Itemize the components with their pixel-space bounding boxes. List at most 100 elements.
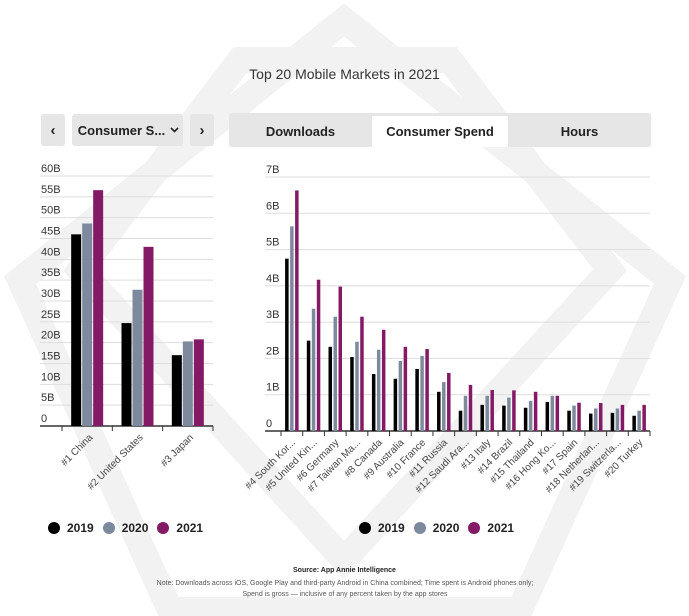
previous-button[interactable]: ‹ xyxy=(41,114,65,146)
right-bar-2021[interactable] xyxy=(360,316,364,431)
left-bar-2020[interactable] xyxy=(132,289,143,426)
left-y-tick-label: 40B xyxy=(41,246,61,258)
right-y-tick-label: 0 xyxy=(266,418,272,430)
legend-item-2021[interactable]: 2021 xyxy=(468,521,514,535)
right-bar-2021[interactable] xyxy=(403,346,408,431)
right-bar-2020[interactable] xyxy=(355,341,359,431)
right-bar-2020[interactable] xyxy=(528,400,533,431)
right-bar-2021[interactable] xyxy=(512,390,516,431)
metric-tabs: Downloads Consumer Spend Hours xyxy=(229,113,651,147)
right-bar-2021[interactable] xyxy=(620,404,625,431)
legend-dot-2021 xyxy=(157,522,170,534)
right-bar-2021[interactable] xyxy=(533,391,538,431)
right-bar-2019[interactable] xyxy=(393,378,398,431)
right-bar-2021[interactable] xyxy=(425,348,429,431)
right-bar-2020[interactable] xyxy=(637,410,641,431)
right-bar-2019[interactable] xyxy=(328,346,333,431)
right-bar-2021[interactable] xyxy=(555,395,560,431)
right-bar-2021[interactable] xyxy=(577,402,581,431)
left-bar-2021[interactable] xyxy=(143,246,154,426)
right-bar-2019[interactable] xyxy=(480,404,484,431)
legend-dot-2020 xyxy=(413,522,426,534)
right-bar-2021[interactable] xyxy=(316,279,321,431)
right-bar-2019[interactable] xyxy=(437,391,441,431)
left-bar-2020[interactable] xyxy=(82,223,93,427)
tab-consumer-spend[interactable]: Consumer Spend xyxy=(372,116,508,147)
right-bar-2019[interactable] xyxy=(415,368,419,431)
tab-hours[interactable]: Hours xyxy=(560,124,599,139)
tab-downloads[interactable]: Downloads xyxy=(265,124,336,139)
right-y-tick-label: 3B xyxy=(266,309,279,321)
next-button[interactable]: › xyxy=(190,114,214,146)
legend-item-2019[interactable]: 2019 xyxy=(359,521,405,535)
right-bar-2021[interactable] xyxy=(295,190,299,431)
left-bar-2021[interactable] xyxy=(193,339,204,426)
right-bar-2019[interactable] xyxy=(306,340,311,431)
right-y-tick-label: 6B xyxy=(266,200,279,212)
right-bar-2021[interactable] xyxy=(381,329,386,431)
right-bar-2020[interactable] xyxy=(311,308,316,431)
right-bar-2019[interactable] xyxy=(523,407,528,431)
right-bar-2021[interactable] xyxy=(598,403,603,431)
legend-item-2020[interactable]: 2020 xyxy=(413,521,459,535)
left-y-tick-label: 0 xyxy=(41,413,47,425)
left-bar-2021[interactable] xyxy=(93,190,104,426)
right-bar-2020[interactable] xyxy=(615,408,620,431)
right-bar-2019[interactable] xyxy=(350,356,354,431)
legend-item-2019[interactable]: 2019 xyxy=(48,521,94,535)
right-y-tick-label: 7B xyxy=(266,164,279,176)
right-bar-2020[interactable] xyxy=(550,395,555,431)
left-y-tick-label: 35B xyxy=(41,267,61,279)
right-bar-2020[interactable] xyxy=(572,405,576,431)
legend-dot-2020 xyxy=(102,522,115,534)
right-bar-2020[interactable] xyxy=(398,360,403,431)
chevron-left-icon: ‹ xyxy=(50,121,56,139)
left-bar-2019[interactable] xyxy=(121,323,132,426)
legend-dot-2019 xyxy=(48,522,60,534)
left-y-tick-label: 20B xyxy=(41,330,61,342)
left-y-tick-label: 45B xyxy=(41,226,61,238)
left-y-tick-label: 50B xyxy=(41,205,61,217)
right-bar-2020[interactable] xyxy=(376,349,381,431)
right-bar-2020[interactable] xyxy=(463,395,468,431)
left-bar-2019[interactable] xyxy=(171,355,182,426)
right-y-tick-label: 4B xyxy=(266,273,279,285)
right-bar-2020[interactable] xyxy=(485,395,489,431)
right-bar-2019[interactable] xyxy=(285,258,289,431)
left-y-tick-label: 30B xyxy=(41,288,61,300)
right-bar-2020[interactable] xyxy=(420,355,424,431)
right-bar-2019[interactable] xyxy=(567,410,571,431)
right-bar-2020[interactable] xyxy=(593,408,598,431)
right-bar-2019[interactable] xyxy=(610,412,615,431)
right-bar-2019[interactable] xyxy=(545,401,550,431)
right-bar-2021[interactable] xyxy=(468,384,473,431)
right-bar-2021[interactable] xyxy=(642,404,646,431)
legend-item-2020[interactable]: 2020 xyxy=(102,521,148,535)
right-bar-2021[interactable] xyxy=(490,389,494,431)
chart-title: Top 20 Mobile Markets in 2021 xyxy=(249,66,440,82)
legend-item-2021[interactable]: 2021 xyxy=(157,521,203,535)
left-y-tick-label: 60B xyxy=(41,163,61,175)
right-bar-2020[interactable] xyxy=(333,316,338,431)
right-bar-2019[interactable] xyxy=(371,374,376,431)
right-y-tick-label: 5B xyxy=(266,237,279,249)
chevron-right-icon: › xyxy=(199,121,205,139)
right-bar-2019[interactable] xyxy=(502,405,506,431)
metric-select[interactable]: Consumer S... xyxy=(72,114,183,146)
note-text: Note: Downloads across iOS, Google Play … xyxy=(156,580,534,598)
left-bar-2020[interactable] xyxy=(182,341,193,426)
right-bar-2021[interactable] xyxy=(338,286,343,431)
right-bar-2019[interactable] xyxy=(632,415,636,431)
chevron-down-icon xyxy=(170,125,179,136)
left-y-tick-label: 10B xyxy=(41,371,61,383)
right-bar-2019[interactable] xyxy=(588,413,593,431)
right-bar-2020[interactable] xyxy=(442,382,446,431)
right-bar-2020[interactable] xyxy=(507,397,511,431)
left-y-tick-label: 55B xyxy=(41,184,61,196)
legend-dot-2021 xyxy=(468,522,481,534)
right-bar-2021[interactable] xyxy=(447,372,451,431)
right-bar-2020[interactable] xyxy=(290,226,294,431)
right-bar-2019[interactable] xyxy=(458,410,463,431)
left-bar-2019[interactable] xyxy=(71,234,82,426)
